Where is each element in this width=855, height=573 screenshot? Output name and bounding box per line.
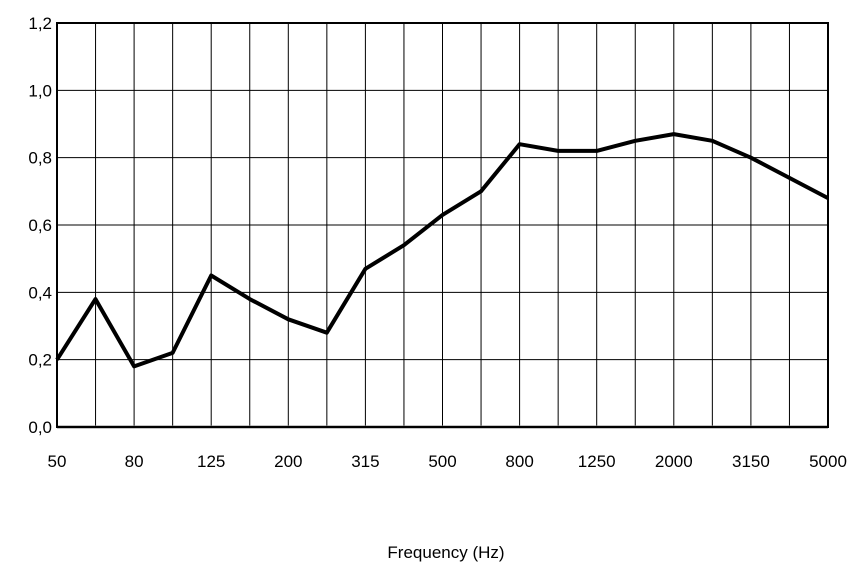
y-tick-labels: 0,0 0,2 0,4 0,6 0,8 1,0 1,2 — [28, 14, 52, 437]
x-tick-label: 5000 — [809, 452, 847, 471]
y-tick-label: 0,6 — [28, 216, 52, 235]
x-tick-label: 800 — [505, 452, 533, 471]
grid — [57, 23, 828, 429]
y-tick-label: 0,4 — [28, 283, 52, 302]
y-tick-label: 1,0 — [28, 81, 52, 100]
x-tick-label: 125 — [197, 452, 225, 471]
plot-frame — [56, 22, 829, 428]
x-tick-labels: 50 80 125 200 315 500 800 1250 2000 3150 5000 — [48, 452, 847, 471]
x-tick-label: 1250 — [578, 452, 616, 471]
y-tick-label: 0,2 — [28, 351, 52, 370]
series-line — [55, 132, 829, 369]
x-tick-label: 500 — [428, 452, 456, 471]
x-tick-label: 3150 — [732, 452, 770, 471]
x-tick-label: 200 — [274, 452, 302, 471]
x-tick-label: 2000 — [655, 452, 693, 471]
y-tick-label: 0,0 — [28, 418, 52, 437]
x-tick-label: 80 — [125, 452, 144, 471]
x-tick-label: 315 — [351, 452, 379, 471]
x-axis-label: Frequency (Hz) — [387, 543, 504, 562]
y-tick-label: 1,2 — [28, 14, 52, 33]
y-tick-label: 0,8 — [28, 149, 52, 168]
x-tick-label: 50 — [48, 452, 67, 471]
